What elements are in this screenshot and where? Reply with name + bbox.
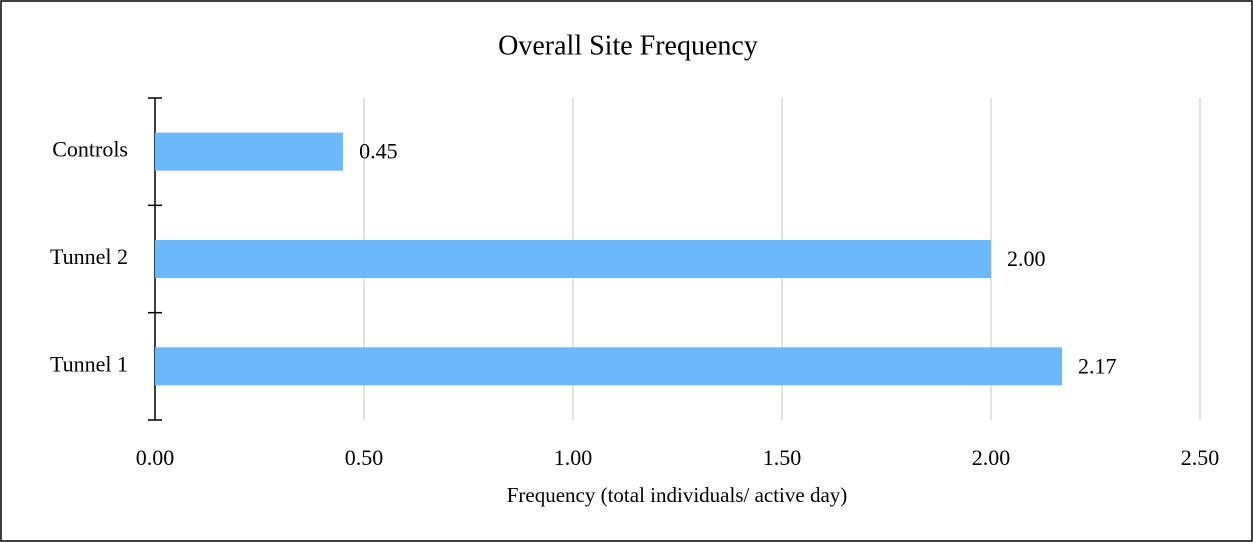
x-tick-label: 0.00 [136, 445, 175, 470]
bar [155, 347, 1063, 386]
chart-title: Overall Site Frequency [498, 30, 758, 61]
y-tick-label: Tunnel 1 [50, 351, 128, 376]
x-tick-label: 2.00 [972, 445, 1011, 470]
x-tick-label: 2.50 [1181, 445, 1220, 470]
bar [155, 132, 344, 171]
value-label: 2.00 [1007, 246, 1046, 271]
x-tick-label: 1.00 [554, 445, 593, 470]
x-tick-label: 1.50 [763, 445, 802, 470]
x-tick-label: 0.50 [345, 445, 384, 470]
y-tick-label: Tunnel 2 [50, 244, 128, 269]
value-label: 0.45 [359, 139, 398, 164]
x-axis-label: Frequency (total individuals/ active day… [507, 483, 848, 507]
y-tick-label: Controls [52, 137, 128, 162]
bar [155, 240, 991, 278]
value-label: 2.17 [1078, 353, 1117, 378]
